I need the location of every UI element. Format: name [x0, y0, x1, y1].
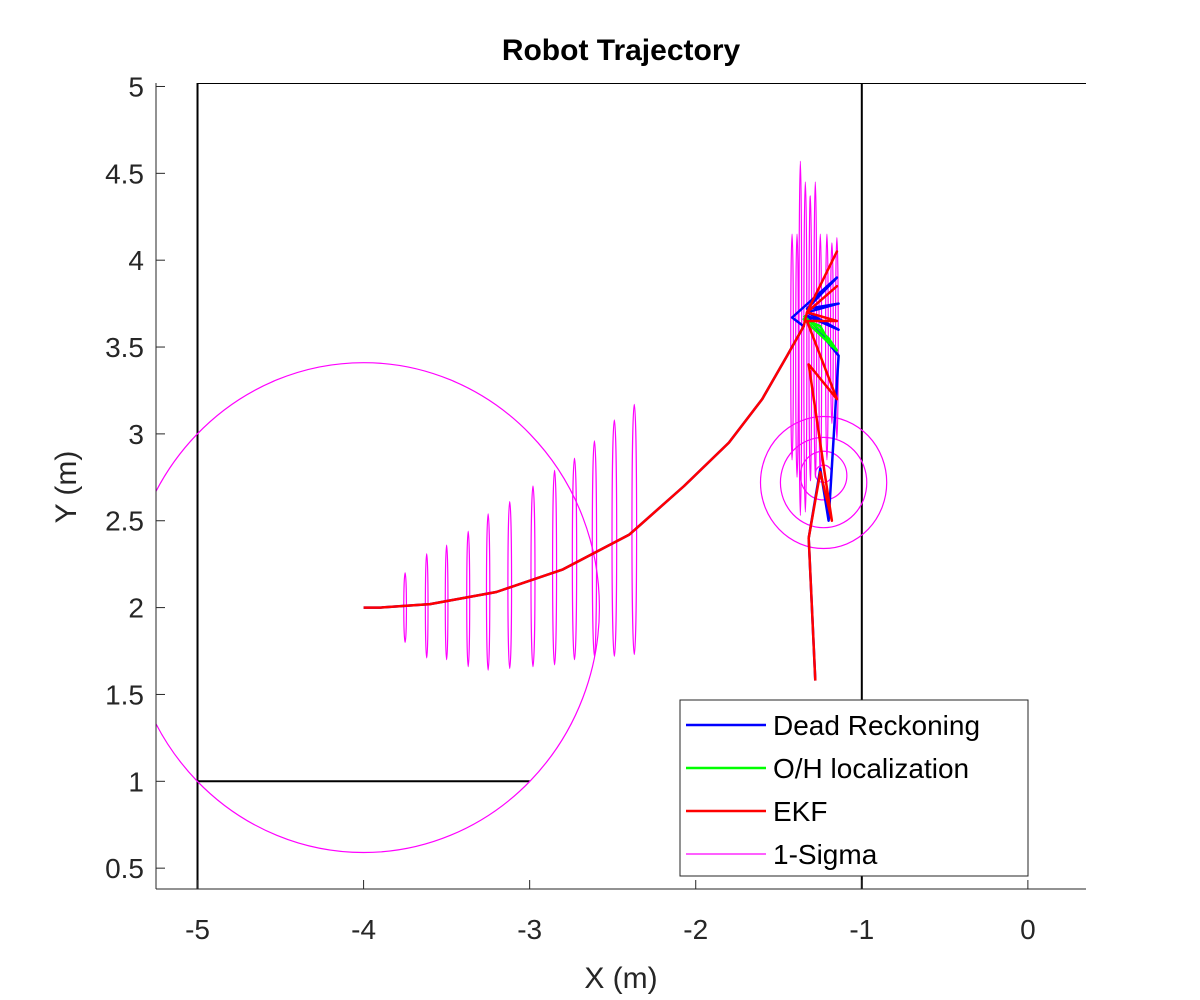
y-tick-label: 1: [128, 766, 144, 797]
legend-label: Dead Reckoning: [773, 710, 980, 741]
y-tick-label: 4: [128, 245, 144, 276]
chart-title: Robot Trajectory: [502, 34, 741, 67]
sigma-ellipse: [591, 440, 598, 657]
y-tick-label: 3: [128, 419, 144, 450]
x-tick-label: -4: [351, 914, 376, 945]
trajectory-series: [363, 250, 840, 681]
sigma-ellipse: [571, 457, 578, 661]
sigma-ellipse: [808, 195, 813, 482]
legend-box: [679, 699, 1029, 877]
sigma-ellipse: [798, 160, 803, 517]
sigma-ellipse: [530, 485, 536, 668]
sigma-ellipse: [803, 181, 808, 513]
sigma-ellipse: [799, 450, 848, 501]
legend: Dead Reckoning O/H localization EKF 1-Sigma: [679, 699, 1029, 877]
legend-label: 1-Sigma: [773, 839, 878, 870]
y-tick-label: 4.5: [105, 158, 144, 189]
sigma-ellipse: [156, 362, 600, 854]
sigma-ellipse: [551, 469, 558, 666]
y-tick-label: 0.5: [105, 853, 144, 884]
y-tick-label: 1.5: [105, 679, 144, 710]
legend-label: O/H localization: [773, 753, 969, 784]
sigma-ellipse: [403, 572, 408, 643]
sigma-ellipse: [466, 530, 471, 668]
x-tick-label: -2: [683, 914, 708, 945]
legend-label: EKF: [773, 796, 827, 827]
sigma-ellipse: [759, 415, 888, 550]
sigma-ellipse: [611, 419, 618, 657]
sigma-ellipse: [829, 242, 834, 425]
y-tick-label: 2: [128, 593, 144, 624]
y-tick-label: 3.5: [105, 332, 144, 363]
y-axis-label: Y (m): [50, 451, 83, 524]
x-tick-label: -1: [849, 914, 874, 945]
axes: [155, 83, 1086, 890]
y-tick-label: 2.5: [105, 506, 144, 537]
series-line-o-h-localization: [802, 314, 839, 352]
y-ticks: 0.5 1 1.5 2 2.5 3 3.5 4 4.5 5: [105, 71, 165, 884]
y-tick-label: 5: [128, 71, 144, 102]
sigma-ellipse: [507, 501, 513, 669]
sigma-ellipse: [834, 236, 839, 440]
x-tick-label: 0: [1020, 914, 1036, 945]
sigma-ellipse: [825, 233, 829, 461]
sigma-ellipse: [779, 436, 868, 529]
series-line-ekf: [363, 250, 839, 681]
sigma-ellipse: [795, 233, 799, 478]
x-axis-label: X (m): [584, 962, 657, 995]
x-tick-label: -5: [185, 914, 210, 945]
sigma-ellipse: [424, 553, 429, 659]
x-ticks: -5 -4 -3 -2 -1 0: [185, 880, 1036, 945]
x-tick-label: -3: [517, 914, 542, 945]
